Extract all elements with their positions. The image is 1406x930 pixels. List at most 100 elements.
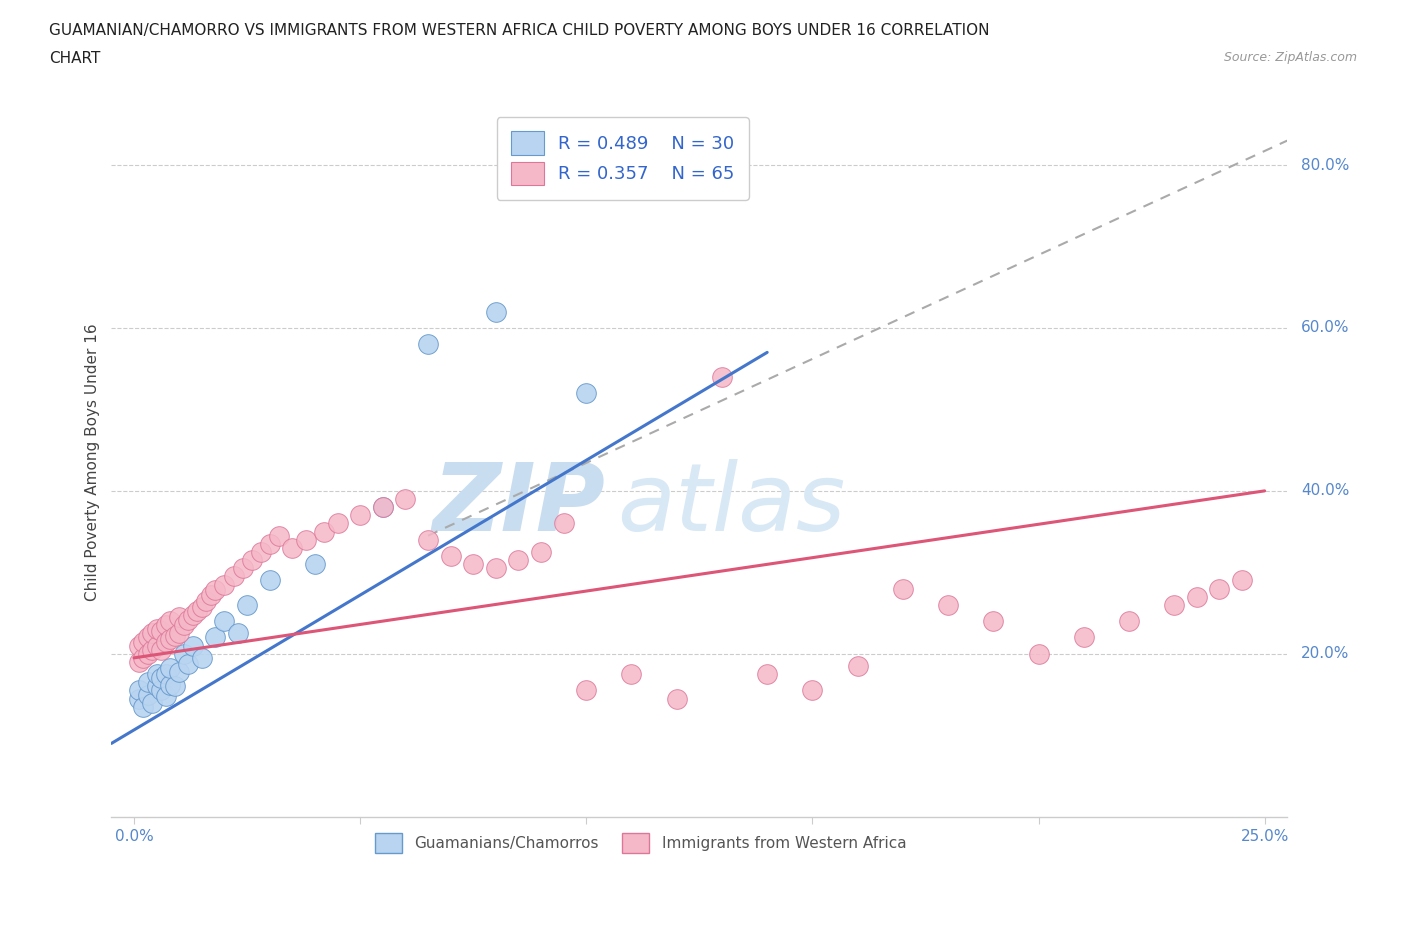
Point [155, 618, 177, 632]
Point [936, 597, 959, 612]
Point [222, 569, 245, 584]
Point [259, 573, 281, 588]
Point [195, 593, 218, 608]
Point [214, 578, 236, 592]
Y-axis label: Child Poverty Among Boys Under 16: Child Poverty Among Boys Under 16 [86, 324, 100, 601]
Point [141, 626, 163, 641]
Point [177, 657, 200, 671]
Point [891, 581, 914, 596]
Text: 80.0%: 80.0% [1302, 157, 1350, 173]
Point [312, 525, 335, 539]
Point [1185, 590, 1208, 604]
Point [416, 532, 439, 547]
Legend: Guamanians/Chamorros, Immigrants from Western Africa: Guamanians/Chamorros, Immigrants from We… [368, 827, 912, 858]
Point [136, 646, 159, 661]
Point [132, 699, 155, 714]
Text: CHART: CHART [49, 51, 101, 66]
Point [155, 667, 177, 682]
Text: 40.0%: 40.0% [1302, 484, 1350, 498]
Point [167, 610, 190, 625]
Text: 60.0%: 60.0% [1302, 321, 1350, 336]
Point [416, 337, 439, 352]
Point [281, 540, 304, 555]
Point [181, 607, 204, 622]
Text: Source: ZipAtlas.com: Source: ZipAtlas.com [1223, 51, 1357, 64]
Point [173, 646, 195, 661]
Point [553, 516, 575, 531]
Point [145, 622, 167, 637]
Point [485, 561, 508, 576]
Point [204, 630, 226, 644]
Point [1230, 573, 1253, 588]
Point [191, 650, 214, 665]
Point [136, 675, 159, 690]
Point [155, 634, 177, 649]
Point [226, 626, 249, 641]
Point [846, 658, 869, 673]
Point [1208, 581, 1230, 596]
Point [575, 386, 598, 401]
Point [150, 623, 173, 638]
Point [150, 643, 173, 658]
Point [200, 588, 222, 603]
Text: 20.0%: 20.0% [1302, 646, 1350, 661]
Point [163, 679, 186, 694]
Point [132, 634, 155, 649]
Point [1163, 597, 1185, 612]
Point [710, 369, 733, 384]
Point [132, 650, 155, 665]
Point [191, 599, 214, 614]
Point [159, 614, 181, 629]
Point [485, 304, 508, 319]
Point [159, 661, 181, 676]
Point [159, 677, 181, 692]
Point [349, 508, 371, 523]
Point [236, 597, 259, 612]
Point [463, 557, 485, 572]
Point [145, 638, 167, 653]
Text: ZIP: ZIP [433, 458, 605, 551]
Point [186, 604, 208, 618]
Point [665, 691, 688, 706]
Point [1028, 646, 1050, 661]
Point [150, 671, 173, 685]
Point [128, 691, 150, 706]
Point [240, 552, 263, 567]
Point [530, 545, 553, 560]
Point [620, 667, 643, 682]
Point [259, 537, 281, 551]
Text: GUAMANIAN/CHAMORRO VS IMMIGRANTS FROM WESTERN AFRICA CHILD POVERTY AMONG BOYS UN: GUAMANIAN/CHAMORRO VS IMMIGRANTS FROM WE… [49, 23, 990, 38]
Point [163, 629, 186, 644]
Point [128, 683, 150, 698]
Point [204, 583, 226, 598]
Point [371, 499, 394, 514]
Point [801, 683, 824, 698]
Point [177, 612, 200, 627]
Point [141, 643, 163, 658]
Point [173, 618, 195, 632]
Point [155, 689, 177, 704]
Point [128, 655, 150, 670]
Point [150, 683, 173, 698]
Point [304, 557, 326, 572]
Point [128, 638, 150, 653]
Point [214, 614, 236, 629]
Point [394, 492, 416, 507]
Point [575, 683, 598, 698]
Point [136, 687, 159, 702]
Point [1118, 614, 1140, 629]
Point [267, 528, 290, 543]
Point [145, 667, 167, 682]
Point [756, 667, 779, 682]
Point [159, 631, 181, 646]
Point [145, 679, 167, 694]
Point [371, 499, 394, 514]
Point [439, 549, 461, 564]
Point [232, 561, 254, 576]
Point [326, 516, 349, 531]
Point [508, 552, 530, 567]
Text: atlas: atlas [617, 459, 845, 551]
Point [981, 614, 1004, 629]
Point [136, 630, 159, 644]
Point [295, 532, 318, 547]
